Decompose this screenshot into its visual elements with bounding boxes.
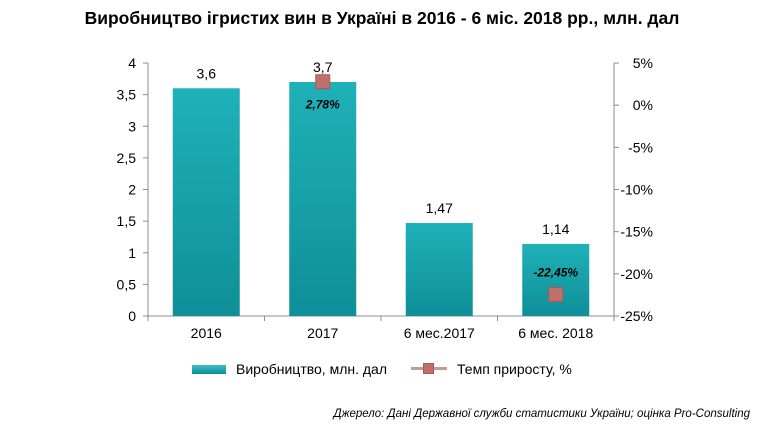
legend-line-swatch (411, 363, 448, 375)
growth-value-label: 2,78% (305, 98, 340, 112)
x-tick-label: 2016 (191, 325, 222, 341)
left-tick-label: 2 (128, 182, 136, 198)
growth-value-label: -22,45% (533, 265, 578, 279)
legend-item-growth: Темп приросту, % (411, 361, 572, 377)
bar (289, 81, 357, 316)
growth-marker (315, 74, 331, 90)
bar (522, 243, 590, 316)
bar-value-label: 3,7 (313, 59, 333, 75)
bar-value-label: 1,47 (426, 200, 453, 216)
left-tick-label: 1,5 (117, 213, 137, 229)
left-tick-label: 0,5 (117, 276, 137, 292)
left-tick-label: 3 (128, 118, 136, 134)
legend-item-production: Виробництво, млн. дал (192, 361, 387, 377)
right-tick-label: -15% (620, 224, 653, 240)
left-tick-label: 2,5 (117, 150, 137, 166)
bar (172, 88, 240, 316)
chart-title: Виробництво ігристих вин в Україні в 201… (84, 8, 680, 28)
source-note: Джерело: Дані Державної служби статистик… (333, 408, 750, 420)
left-tick-label: 1 (128, 245, 136, 261)
x-tick-label: 2017 (307, 325, 338, 341)
right-tick-label: 0% (633, 97, 653, 113)
right-tick-label: -5% (628, 139, 653, 155)
x-tick-label: 6 мес.2017 (404, 325, 475, 341)
bar (405, 223, 473, 316)
right-tick-label: 5% (633, 55, 653, 71)
left-tick-label: 0 (128, 308, 136, 324)
right-tick-label: -20% (620, 266, 653, 282)
legend-label-production: Виробництво, млн. дал (236, 361, 388, 377)
bar-value-label: 1,14 (542, 221, 569, 237)
right-tick-label: -25% (620, 308, 653, 324)
bar-value-label: 3,6 (197, 65, 217, 81)
legend-bar-swatch (192, 364, 226, 374)
left-tick-label: 3,5 (117, 87, 137, 103)
right-tick-label: -10% (620, 182, 653, 198)
left-tick-label: 4 (128, 55, 136, 71)
legend-label-growth: Темп приросту, % (457, 361, 572, 377)
growth-marker (548, 286, 564, 302)
x-tick-label: 6 мес. 2018 (518, 325, 593, 341)
legend: Виробництво, млн. дал Темп приросту, % (192, 359, 572, 379)
